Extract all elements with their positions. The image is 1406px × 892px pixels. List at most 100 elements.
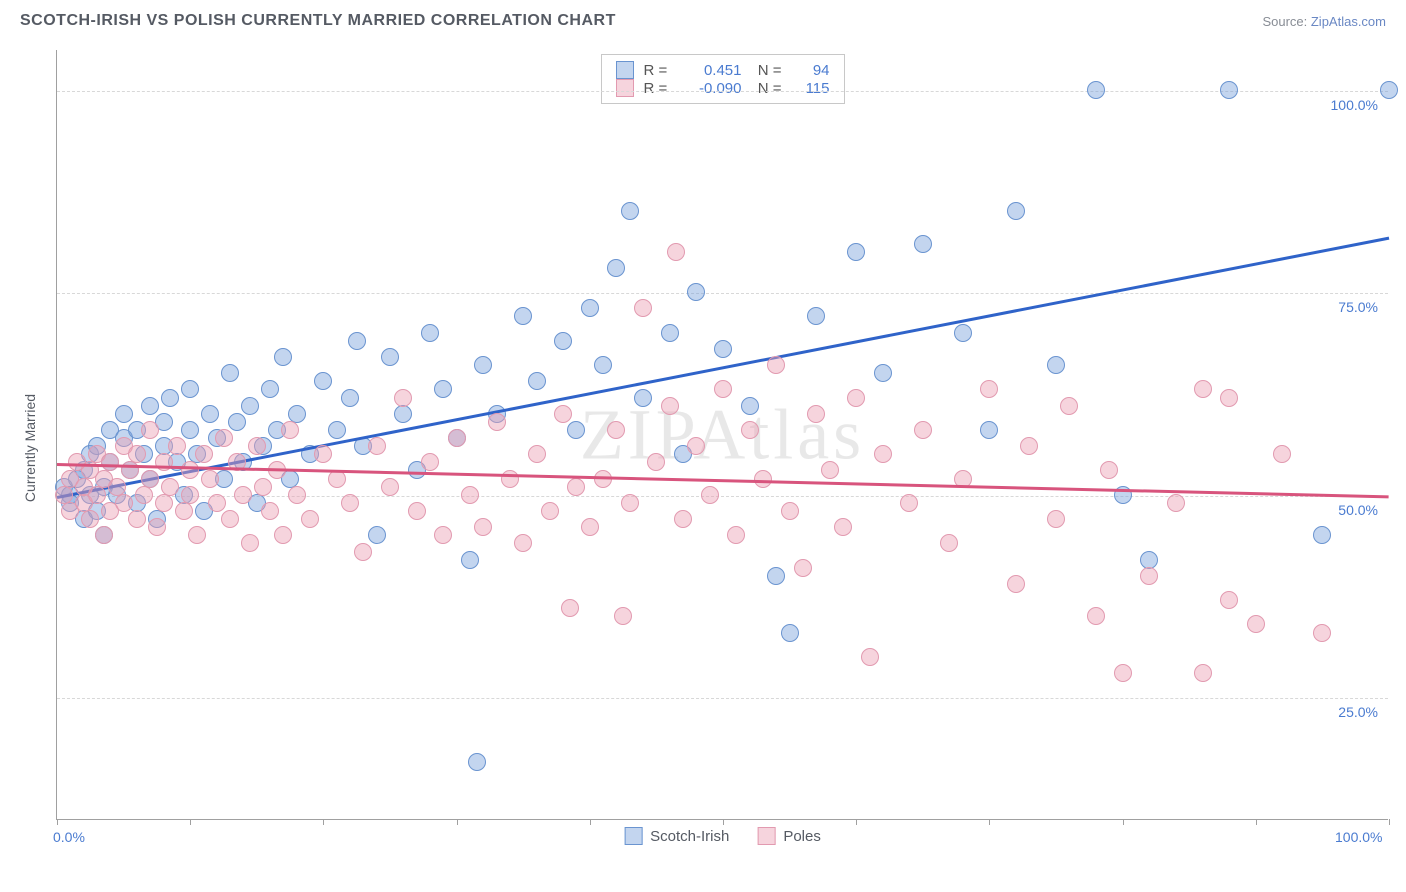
data-point-poles	[341, 494, 359, 512]
series-legend: Scotch-IrishPoles	[624, 827, 821, 845]
data-point-poles	[488, 413, 506, 431]
data-point-poles	[221, 510, 239, 528]
data-point-poles	[314, 445, 332, 463]
data-point-scotch_irish	[1380, 81, 1398, 99]
data-point-scotch_irish	[634, 389, 652, 407]
data-point-poles	[175, 502, 193, 520]
legend-row-scotch_irish: R =0.451N =94	[616, 61, 830, 79]
x-tick	[856, 819, 857, 825]
data-point-poles	[408, 502, 426, 520]
data-point-scotch_irish	[621, 202, 639, 220]
data-point-scotch_irish	[274, 348, 292, 366]
data-point-poles	[767, 356, 785, 374]
legend-r-label: R =	[644, 62, 670, 79]
data-point-scotch_irish	[421, 324, 439, 342]
data-point-poles	[354, 543, 372, 561]
data-point-poles	[128, 510, 146, 528]
legend-swatch	[757, 827, 775, 845]
data-point-poles	[1087, 607, 1105, 625]
data-point-poles	[135, 486, 153, 504]
data-point-poles	[900, 494, 918, 512]
data-point-poles	[754, 470, 772, 488]
data-point-poles	[794, 559, 812, 577]
legend-row-poles: R =-0.090N =115	[616, 79, 830, 97]
data-point-poles	[261, 502, 279, 520]
data-point-scotch_irish	[554, 332, 572, 350]
data-point-poles	[281, 421, 299, 439]
data-point-scotch_irish	[741, 397, 759, 415]
legend-n-label: N =	[752, 80, 782, 97]
data-point-poles	[195, 445, 213, 463]
data-point-poles	[1194, 664, 1212, 682]
data-point-poles	[674, 510, 692, 528]
data-point-poles	[1194, 380, 1212, 398]
data-point-poles	[980, 380, 998, 398]
data-point-poles	[1100, 461, 1118, 479]
data-point-scotch_irish	[954, 324, 972, 342]
data-point-scotch_irish	[314, 372, 332, 390]
source-attribution: Source: ZipAtlas.com	[1262, 14, 1386, 29]
x-tick	[190, 819, 191, 825]
data-point-scotch_irish	[461, 551, 479, 569]
data-point-poles	[461, 486, 479, 504]
data-point-scotch_irish	[528, 372, 546, 390]
data-point-poles	[181, 486, 199, 504]
data-point-poles	[727, 526, 745, 544]
source-link[interactable]: ZipAtlas.com	[1311, 14, 1386, 29]
x-tick	[57, 819, 58, 825]
legend-label: Scotch-Irish	[650, 828, 729, 845]
data-point-scotch_irish	[115, 405, 133, 423]
x-tick	[723, 819, 724, 825]
data-point-poles	[807, 405, 825, 423]
data-point-scotch_irish	[1087, 81, 1105, 99]
data-point-poles	[781, 502, 799, 520]
data-point-poles	[1220, 591, 1238, 609]
data-point-scotch_irish	[201, 405, 219, 423]
data-point-scotch_irish	[607, 259, 625, 277]
data-point-scotch_irish	[348, 332, 366, 350]
trend-line-scotch_irish	[57, 236, 1389, 498]
data-point-poles	[561, 599, 579, 617]
data-point-scotch_irish	[341, 389, 359, 407]
data-point-poles	[834, 518, 852, 536]
legend-swatch	[624, 827, 642, 845]
data-point-scotch_irish	[847, 243, 865, 261]
data-point-poles	[647, 453, 665, 471]
data-point-scotch_irish	[228, 413, 246, 431]
data-point-scotch_irish	[328, 421, 346, 439]
data-point-poles	[528, 445, 546, 463]
data-point-poles	[1220, 389, 1238, 407]
legend-r-value: -0.090	[680, 80, 742, 97]
data-point-poles	[301, 510, 319, 528]
data-point-scotch_irish	[434, 380, 452, 398]
source-label: Source:	[1262, 14, 1310, 29]
data-point-poles	[1140, 567, 1158, 585]
data-point-poles	[634, 299, 652, 317]
plot-area: ZIPAtlas R =0.451N =94R =-0.090N =115 Sc…	[56, 50, 1388, 820]
y-tick-label: 75.0%	[1338, 299, 1378, 315]
data-point-poles	[368, 437, 386, 455]
legend-n-value: 94	[792, 62, 830, 79]
x-tick-label: 0.0%	[53, 829, 85, 845]
data-point-poles	[661, 397, 679, 415]
data-point-poles	[201, 470, 219, 488]
data-point-scotch_irish	[514, 307, 532, 325]
x-tick	[1389, 819, 1390, 825]
data-point-poles	[861, 648, 879, 666]
data-point-poles	[168, 437, 186, 455]
x-tick-label: 100.0%	[1335, 829, 1382, 845]
x-tick	[590, 819, 591, 825]
data-point-poles	[81, 510, 99, 528]
data-point-poles	[215, 429, 233, 447]
y-tick-label: 50.0%	[1338, 502, 1378, 518]
legend-item-scotch_irish: Scotch-Irish	[624, 827, 729, 845]
data-point-poles	[115, 494, 133, 512]
data-point-poles	[161, 478, 179, 496]
data-point-poles	[421, 453, 439, 471]
data-point-poles	[940, 534, 958, 552]
data-point-poles	[128, 445, 146, 463]
data-point-poles	[541, 502, 559, 520]
data-point-poles	[188, 526, 206, 544]
data-point-poles	[394, 389, 412, 407]
gridline	[57, 293, 1388, 294]
